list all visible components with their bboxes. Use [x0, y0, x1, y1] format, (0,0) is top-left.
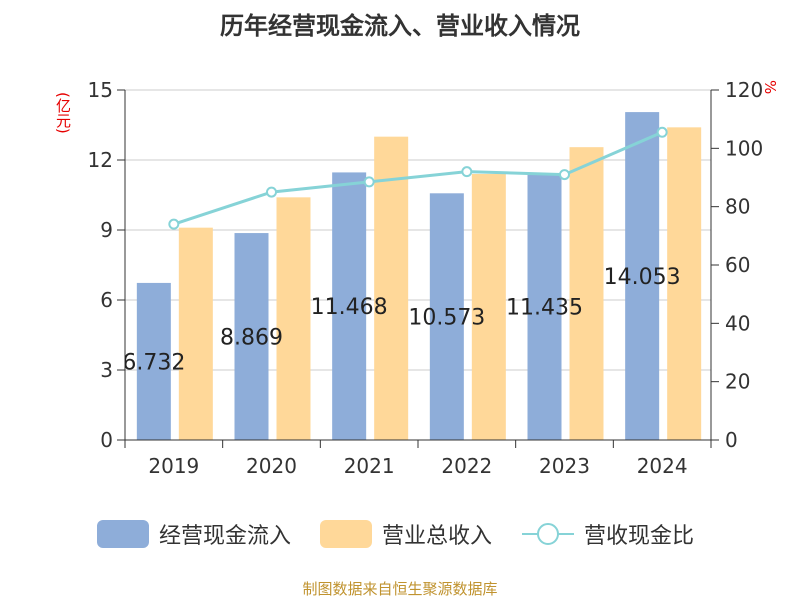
ratio-point [168, 218, 180, 230]
legend-swatch-revenue [320, 520, 372, 548]
data-label-cash-inflow: 10.573 [408, 306, 485, 331]
ratio-point [656, 126, 668, 138]
ratio-line [173, 130, 663, 226]
y-left-tick-label: 3 [100, 358, 113, 382]
bar-cash-inflow [429, 193, 464, 440]
legend-label-revenue: 营业总收入 [382, 524, 493, 549]
y-right-tick-label: 60 [725, 253, 750, 277]
chart-legend: 经营现金流入 营业总收入 营收现金比 [0, 516, 800, 552]
bar-cash-inflow [625, 112, 660, 440]
bar-revenue [569, 147, 604, 440]
y-left-tick-label: 6 [100, 288, 113, 312]
bar-revenue [374, 136, 409, 440]
x-tick-label: 2024 [637, 454, 688, 478]
y-left-tick-label: 9 [100, 218, 113, 242]
data-label-cash-inflow: 6.732 [122, 350, 185, 375]
data-label-cash-inflow: 11.435 [506, 296, 583, 321]
y-right-tick-label: 80 [725, 195, 750, 219]
x-tick-label: 2023 [539, 454, 590, 478]
y-left-tick-label: 15 [88, 78, 113, 102]
bar-cash-inflow [527, 173, 562, 440]
bar-cash-inflow [332, 172, 367, 440]
ratio-point [363, 176, 375, 188]
legend-swatch-ratio [522, 520, 574, 548]
chart-plot: 0 3 6 9 12 15 0 20 40 60 80 100 120 2019 2020 2021 2022 2… [88, 78, 764, 478]
legend-item-cash-inflow[interactable]: 经营现金流入 [97, 516, 291, 552]
y-right-tick-label: 100 [725, 136, 763, 160]
bar-cash-inflow [234, 233, 269, 440]
source-footer: 制图数据来自恒生聚源数据库 [302, 580, 498, 598]
x-tick-label: 2019 [148, 454, 199, 478]
y-right-tick-label: 0 [725, 428, 738, 452]
ratio-point [559, 169, 570, 181]
legend-label-ratio: 营收现金比 [584, 524, 695, 549]
legend-label-cash-inflow: 经营现金流入 [159, 524, 292, 549]
bar-revenue [667, 127, 702, 440]
y-right-tick-label: 20 [725, 370, 750, 394]
ratio-point [461, 166, 473, 178]
data-label-cash-inflow: 8.869 [220, 326, 283, 351]
x-tick-label: 2021 [344, 454, 395, 478]
bar-cash-inflow [136, 282, 171, 440]
y-right-tick-label: 40 [725, 311, 750, 335]
data-label-cash-inflow: 14.053 [604, 265, 681, 290]
data-label-cash-inflow: 11.468 [311, 295, 388, 320]
bar-revenue [178, 227, 213, 440]
bar-revenue [276, 197, 311, 440]
left-axis-unit: (亿元) [54, 92, 72, 134]
ratio-point [266, 186, 277, 198]
chart-title: 历年经营现金流入、营业收入情况 [220, 12, 580, 40]
y-left-tick-label: 0 [100, 428, 113, 452]
y-right-tick-label: 120 [725, 78, 763, 102]
legend-swatch-cash-inflow [97, 520, 149, 548]
x-tick-label: 2022 [441, 454, 492, 478]
legend-item-ratio[interactable]: 营收现金比 [522, 516, 694, 552]
legend-item-revenue[interactable]: 营业总收入 [320, 516, 492, 552]
bar-revenue [471, 174, 506, 440]
x-tick-label: 2020 [246, 454, 297, 478]
y-left-tick-label: 12 [88, 148, 113, 172]
